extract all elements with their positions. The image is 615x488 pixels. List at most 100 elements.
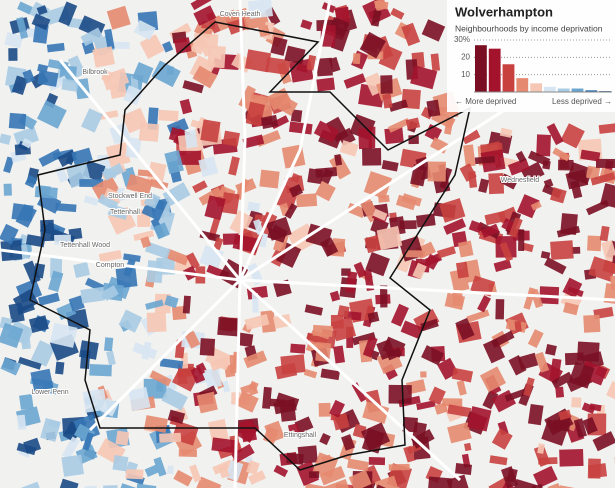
neighbourhood bbox=[482, 338, 506, 364]
neighbourhood bbox=[388, 384, 412, 404]
neighbourhood bbox=[288, 184, 304, 198]
neighbourhood bbox=[0, 133, 12, 145]
neighbourhood bbox=[8, 302, 25, 323]
neighbourhood bbox=[351, 332, 376, 346]
neighbourhood bbox=[278, 96, 298, 116]
neighbourhood bbox=[173, 469, 193, 487]
neighbourhood bbox=[352, 53, 361, 65]
neighbourhood bbox=[558, 159, 574, 171]
neighbourhood bbox=[71, 147, 93, 166]
neighbourhood bbox=[182, 295, 191, 314]
neighbourhood bbox=[571, 246, 581, 254]
neighbourhood bbox=[244, 313, 270, 331]
neighbourhood bbox=[401, 22, 421, 47]
neighbourhood bbox=[401, 193, 422, 207]
neighbourhood bbox=[362, 401, 390, 424]
neighbourhood bbox=[538, 457, 558, 465]
neighbourhood bbox=[478, 178, 490, 193]
neighbourhood bbox=[173, 37, 192, 55]
place-label: Bilbrook bbox=[82, 69, 108, 76]
bar bbox=[516, 78, 529, 92]
neighbourhood bbox=[442, 398, 463, 407]
neighbourhood bbox=[82, 432, 94, 451]
neighbourhood bbox=[3, 156, 15, 174]
place-label: Wednesfield bbox=[501, 177, 540, 184]
right-label: Less deprived → bbox=[552, 97, 612, 106]
neighbourhood bbox=[544, 257, 567, 275]
neighbourhood bbox=[23, 260, 41, 285]
neighbourhood bbox=[80, 27, 104, 47]
neighbourhood bbox=[17, 1, 33, 15]
neighbourhood bbox=[332, 413, 350, 431]
neighbourhood bbox=[287, 423, 300, 435]
neighbourhood bbox=[200, 119, 221, 143]
neighbourhood bbox=[259, 169, 280, 189]
neighbourhood bbox=[141, 341, 152, 360]
neighbourhood bbox=[204, 195, 226, 220]
neighbourhood bbox=[500, 466, 519, 488]
neighbourhood bbox=[218, 464, 230, 479]
neighbourhood bbox=[296, 460, 320, 486]
place-label: Lower Penn bbox=[31, 389, 68, 396]
neighbourhood bbox=[151, 60, 181, 88]
neighbourhood bbox=[477, 295, 491, 313]
neighbourhood bbox=[300, 19, 313, 30]
neighbourhood bbox=[149, 370, 172, 387]
neighbourhood bbox=[421, 345, 445, 366]
neighbourhood bbox=[192, 180, 208, 194]
neighbourhood bbox=[313, 120, 340, 143]
neighbourhood bbox=[159, 358, 184, 370]
neighbourhood bbox=[451, 367, 474, 383]
neighbourhood bbox=[190, 0, 216, 11]
place-label: Tettenhall bbox=[110, 209, 140, 216]
neighbourhood bbox=[405, 250, 426, 258]
bar bbox=[585, 90, 598, 92]
neighbourhood bbox=[236, 419, 259, 443]
neighbourhood bbox=[112, 455, 129, 472]
neighbourhood bbox=[560, 123, 585, 149]
neighbourhood bbox=[80, 286, 106, 304]
neighbourhood bbox=[571, 397, 582, 408]
bar bbox=[544, 86, 556, 92]
neighbourhood bbox=[0, 322, 24, 349]
neighbourhood bbox=[412, 262, 427, 280]
neighbourhood bbox=[363, 171, 392, 200]
neighbourhood bbox=[581, 402, 596, 414]
neighbourhood bbox=[549, 187, 567, 204]
neighbourhood bbox=[24, 174, 38, 189]
neighbourhood bbox=[125, 469, 144, 480]
neighbourhood bbox=[296, 193, 318, 208]
neighbourhood bbox=[559, 448, 584, 467]
neighbourhood bbox=[222, 130, 240, 147]
neighbourhood bbox=[504, 388, 529, 402]
neighbourhood bbox=[133, 230, 155, 242]
neighbourhood bbox=[68, 295, 85, 312]
neighbourhood bbox=[30, 340, 56, 367]
neighbourhood bbox=[22, 69, 36, 84]
neighbourhood bbox=[251, 293, 259, 313]
neighbourhood bbox=[331, 317, 357, 342]
neighbourhood bbox=[55, 203, 77, 213]
neighbourhood bbox=[166, 465, 174, 475]
neighbourhood bbox=[316, 57, 333, 77]
neighbourhood bbox=[443, 218, 467, 235]
neighbourhood bbox=[153, 222, 170, 240]
neighbourhood bbox=[555, 386, 565, 398]
neighbourhood bbox=[552, 147, 571, 162]
neighbourhood bbox=[516, 194, 540, 219]
neighbourhood bbox=[388, 99, 408, 112]
neighbourhood bbox=[464, 442, 472, 452]
neighbourhood bbox=[318, 402, 331, 417]
neighbourhood bbox=[264, 420, 285, 443]
neighbourhood bbox=[333, 345, 346, 364]
neighbourhood bbox=[28, 315, 49, 334]
neighbourhood bbox=[16, 442, 37, 456]
neighbourhood bbox=[103, 337, 114, 352]
neighbourhood bbox=[447, 422, 472, 444]
neighbourhood bbox=[118, 309, 143, 333]
neighbourhood bbox=[329, 399, 345, 418]
road bbox=[238, 0, 332, 281]
bar bbox=[502, 64, 515, 92]
neighbourhood bbox=[237, 332, 254, 348]
neighbourhood bbox=[395, 194, 417, 211]
